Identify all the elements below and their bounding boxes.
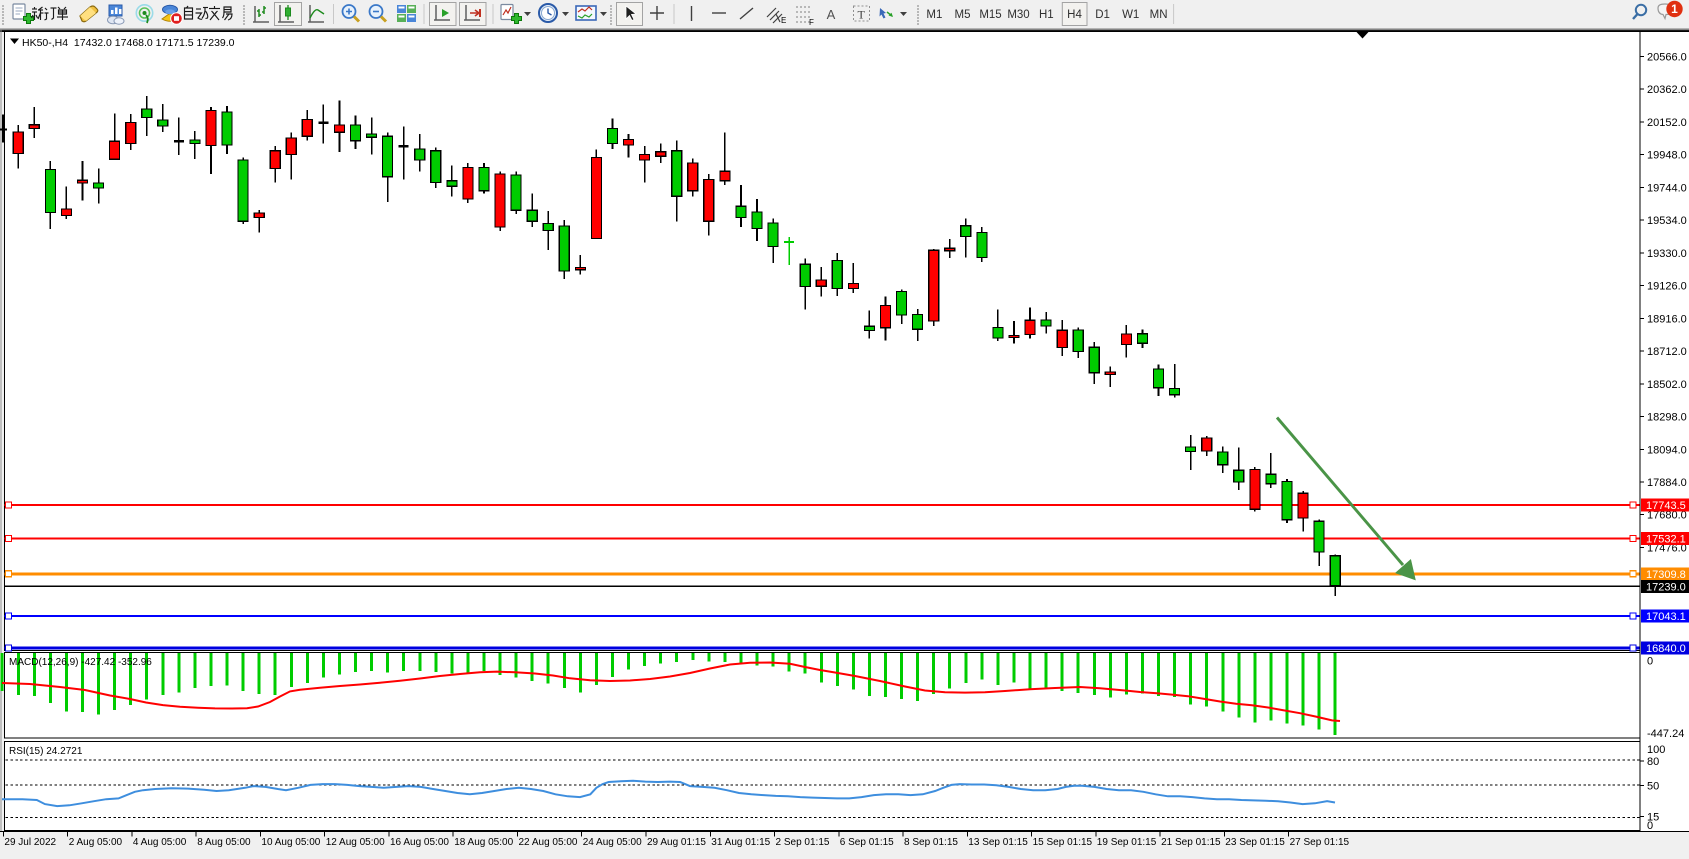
svg-text:4 Aug 05:00: 4 Aug 05:00 — [133, 837, 187, 848]
svg-text:15 Sep 01:15: 15 Sep 01:15 — [1033, 837, 1093, 848]
svg-text:M30: M30 — [1007, 9, 1029, 21]
svg-text:19948.0: 19948.0 — [1647, 150, 1687, 162]
svg-text:6 Sep 01:15: 6 Sep 01:15 — [840, 837, 894, 848]
svg-text:12 Aug 05:00: 12 Aug 05:00 — [326, 837, 385, 848]
svg-text:0: 0 — [1647, 820, 1653, 832]
svg-text:23 Sep 01:15: 23 Sep 01:15 — [1225, 837, 1285, 848]
svg-text:17309.8: 17309.8 — [1646, 569, 1686, 581]
svg-text:17532.1: 17532.1 — [1646, 534, 1686, 546]
svg-text:20362.0: 20362.0 — [1647, 84, 1687, 96]
svg-text:-447.24: -447.24 — [1647, 728, 1684, 740]
svg-text:80: 80 — [1647, 756, 1659, 768]
svg-text:100: 100 — [1647, 744, 1665, 756]
svg-text:19330.0: 19330.0 — [1647, 248, 1687, 260]
svg-text:29 Aug 01:15: 29 Aug 01:15 — [647, 837, 706, 848]
svg-text:18502.0: 18502.0 — [1647, 379, 1687, 391]
svg-text:H1: H1 — [1039, 9, 1054, 21]
svg-text:W1: W1 — [1122, 9, 1139, 21]
svg-text:8 Aug 05:00: 8 Aug 05:00 — [197, 837, 251, 848]
svg-text:18298.0: 18298.0 — [1647, 412, 1687, 424]
svg-text:M15: M15 — [979, 9, 1001, 21]
svg-text:17043.1: 17043.1 — [1646, 611, 1686, 623]
svg-text:19 Sep 01:15: 19 Sep 01:15 — [1097, 837, 1157, 848]
svg-text:0: 0 — [1647, 656, 1653, 668]
svg-text:M5: M5 — [955, 9, 971, 21]
svg-text:19126.0: 19126.0 — [1647, 281, 1687, 293]
svg-text:16 Aug 05:00: 16 Aug 05:00 — [390, 837, 449, 848]
svg-text:8 Sep 01:15: 8 Sep 01:15 — [904, 837, 958, 848]
svg-text:27 Sep 01:15: 27 Sep 01:15 — [1290, 837, 1350, 848]
svg-text:10 Aug 05:00: 10 Aug 05:00 — [261, 837, 320, 848]
svg-text:20152.0: 20152.0 — [1647, 117, 1687, 129]
svg-text:17884.0: 17884.0 — [1647, 477, 1687, 489]
svg-text:31 Aug 01:15: 31 Aug 01:15 — [711, 837, 770, 848]
svg-text:MACD(12,26,9) -427.42 -352.96: MACD(12,26,9) -427.42 -352.96 — [9, 657, 152, 668]
svg-text:RSI(15) 24.2721: RSI(15) 24.2721 — [9, 746, 83, 757]
svg-text:HK50-,H4 17432.0 17468.0 1717: HK50-,H4 17432.0 17468.0 17171.5 17239.0 — [22, 37, 235, 49]
svg-text:16840.0: 16840.0 — [1646, 643, 1686, 655]
svg-text:18094.0: 18094.0 — [1647, 444, 1687, 456]
svg-text:22 Aug 05:00: 22 Aug 05:00 — [519, 837, 578, 848]
svg-text:A: A — [827, 7, 836, 22]
svg-text:18916.0: 18916.0 — [1647, 313, 1687, 325]
svg-text:21 Sep 01:15: 21 Sep 01:15 — [1161, 837, 1221, 848]
svg-text:MN: MN — [1150, 9, 1168, 21]
svg-text:19534.0: 19534.0 — [1647, 215, 1687, 227]
svg-text:17239.0: 17239.0 — [1646, 582, 1686, 594]
svg-text:E: E — [781, 16, 786, 25]
svg-text:F: F — [809, 18, 814, 27]
svg-text:29 Jul 2022: 29 Jul 2022 — [4, 837, 56, 848]
svg-text:19744.0: 19744.0 — [1647, 182, 1687, 194]
svg-text:1: 1 — [1671, 2, 1678, 16]
svg-text:18712.0: 18712.0 — [1647, 346, 1687, 358]
svg-text:T: T — [858, 8, 866, 22]
svg-text:D1: D1 — [1095, 9, 1110, 21]
svg-text:13 Sep 01:15: 13 Sep 01:15 — [968, 837, 1028, 848]
svg-text:M1: M1 — [926, 9, 942, 21]
svg-text:2 Sep 01:15: 2 Sep 01:15 — [776, 837, 830, 848]
svg-text:18 Aug 05:00: 18 Aug 05:00 — [454, 837, 513, 848]
svg-text:20566.0: 20566.0 — [1647, 52, 1687, 64]
svg-text:50: 50 — [1647, 781, 1659, 793]
svg-text:H4: H4 — [1067, 9, 1082, 21]
svg-text:17743.5: 17743.5 — [1646, 500, 1686, 512]
svg-text:2 Aug 05:00: 2 Aug 05:00 — [69, 837, 123, 848]
svg-text:24 Aug 05:00: 24 Aug 05:00 — [583, 837, 642, 848]
